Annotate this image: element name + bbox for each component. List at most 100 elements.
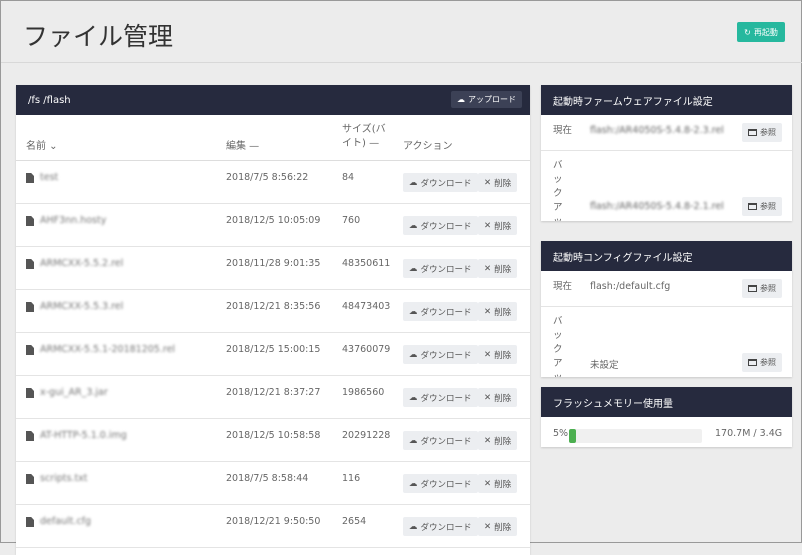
browse-button[interactable]: 参照: [742, 353, 782, 372]
current-path: /fs /flash: [28, 94, 71, 106]
file-size: 48473403: [342, 301, 391, 312]
table-row: default.cfg 2018/12/21 9:50:50 2654 ☁ ダウン…: [16, 505, 530, 548]
file-icon: [26, 431, 34, 441]
delete-button[interactable]: ✕ 削除: [478, 216, 518, 235]
file-modified: 2018/12/5 15:00:15: [226, 344, 321, 355]
sort-modified[interactable]: 編集 —: [226, 141, 260, 152]
download-button[interactable]: ☁ ダウンロード: [403, 345, 478, 364]
cloud-download-icon: ☁: [409, 177, 418, 188]
file-size: 116: [342, 473, 361, 484]
actions-header: アクション: [403, 141, 453, 152]
table-row: x-gui_AR_3.jar 2018/12/21 8:37:27 198656…: [16, 376, 530, 419]
file-name[interactable]: ARMCXX-5.5.2.rel: [40, 258, 124, 269]
file-name[interactable]: ARMCXX-5.5.3.rel: [40, 301, 124, 312]
table-row: ARMCXX-5.5.2.rel 2018/11/28 9:01:35 4835…: [16, 247, 530, 290]
download-button[interactable]: ☁ ダウンロード: [403, 431, 478, 450]
file-icon: [26, 216, 34, 226]
file-modified: 2018/12/5 10:58:58: [226, 430, 321, 441]
table-row: ARMCXX-5.5.1-20181205.rel 2018/12/5 15:0…: [16, 333, 530, 376]
table-header: 名前 ⌄ 編集 — サイズ(バイト) — アクション: [16, 115, 530, 161]
cloud-download-icon: ☁: [409, 521, 418, 532]
download-button[interactable]: ☁ ダウンロード: [403, 216, 478, 235]
file-size: 84: [342, 172, 355, 183]
delete-button[interactable]: ✕ 削除: [478, 302, 518, 321]
folder-icon: [748, 129, 757, 136]
table-row: AHF3nn.hosty 2018/12/5 10:05:09 760 ☁ ダウン…: [16, 204, 530, 247]
cloud-download-icon: ☁: [409, 349, 418, 360]
close-icon: ✕: [484, 435, 492, 446]
file-icon: [26, 345, 34, 355]
upload-button[interactable]: ☁ アップロード: [451, 91, 522, 108]
download-button[interactable]: ☁ ダウンロード: [403, 388, 478, 407]
config-card: 起動時コンフィグファイル設定 現在 flash:/default.cfg 参照 …: [541, 241, 792, 377]
file-size: 48350611: [342, 258, 391, 269]
file-name[interactable]: scripts.txt: [40, 473, 88, 484]
table-row: scripts.txt 2018/7/5 8:58:44 116 ☁ ダウンロード…: [16, 462, 530, 505]
memory-usage: 170.7M / 3.4G: [715, 428, 783, 439]
browse-button[interactable]: 参照: [742, 279, 782, 298]
delete-button[interactable]: ✕ 削除: [478, 431, 518, 450]
file-icon: [26, 388, 34, 398]
header: ファイル管理 ↻ 再起動: [1, 1, 802, 63]
cloud-download-icon: ☁: [409, 306, 418, 317]
cloud-download-icon: ☁: [409, 220, 418, 231]
close-icon: ✕: [484, 349, 492, 360]
delete-button[interactable]: ✕ 削除: [478, 345, 518, 364]
browse-button[interactable]: 参照: [742, 197, 782, 216]
page-title: ファイル管理: [23, 22, 174, 51]
file-list-card: /fs /flash ☁ アップロード 名前 ⌄ 編集 — サイズ(バイト) — …: [16, 85, 530, 555]
restart-icon: ↻: [744, 27, 751, 37]
file-name[interactable]: AT-HTTP-5.1.0.img: [40, 430, 127, 441]
memory-progress-bar: [569, 429, 702, 443]
firmware-card: 起動時ファームウェアファイル設定 現在 flash:/AR4050S-5.4.8…: [541, 85, 792, 221]
table-row: AT-HTTP-5.1.0.img 2018/12/5 10:58:58 202…: [16, 419, 530, 462]
delete-button[interactable]: ✕ 削除: [478, 388, 518, 407]
cloud-download-icon: ☁: [409, 435, 418, 446]
sort-size[interactable]: サイズ(バイト) —: [342, 124, 386, 149]
cloud-upload-icon: ☁: [457, 95, 465, 104]
download-button[interactable]: ☁ ダウンロード: [403, 302, 478, 321]
delete-button[interactable]: ✕ 削除: [478, 173, 518, 192]
file-name[interactable]: x-gui_AR_3.jar: [40, 387, 108, 398]
file-icon: [26, 474, 34, 484]
restart-button[interactable]: ↻ 再起動: [737, 22, 785, 42]
file-name[interactable]: default.cfg: [40, 516, 92, 527]
file-icon: [26, 173, 34, 183]
close-icon: ✕: [484, 521, 492, 532]
sort-name[interactable]: 名前 ⌄: [26, 141, 58, 152]
file-size: 2654: [342, 516, 367, 527]
file-icon: [26, 517, 34, 527]
memory-title: フラッシュメモリー使用量: [541, 387, 792, 417]
firmware-backup: flash:/AR4050S-5.4.8-2.1.rel: [590, 201, 724, 212]
file-size: 760: [342, 215, 361, 226]
download-button[interactable]: ☁ ダウンロード: [403, 474, 478, 493]
file-modified: 2018/12/21 8:37:27: [226, 387, 321, 398]
folder-icon: [748, 203, 757, 210]
table-row: ARMCXX-5.5.3.rel 2018/12/21 8:35:56 4847…: [16, 290, 530, 333]
file-size: 43760079: [342, 344, 391, 355]
download-button[interactable]: ☁ ダウンロード: [403, 173, 478, 192]
file-icon: [26, 259, 34, 269]
download-button[interactable]: ☁ ダウンロード: [403, 259, 478, 278]
file-name[interactable]: AHF3nn.hosty: [40, 215, 107, 226]
close-icon: ✕: [484, 220, 492, 231]
delete-button[interactable]: ✕ 削除: [478, 517, 518, 536]
file-modified: 2018/11/28 9:01:35: [226, 258, 321, 269]
download-button[interactable]: ☁ ダウンロード: [403, 517, 478, 536]
close-icon: ✕: [484, 392, 492, 403]
config-current: flash:/default.cfg: [590, 281, 671, 292]
file-size: 20291228: [342, 430, 391, 441]
file-name[interactable]: test: [40, 172, 59, 183]
config-backup: 未設定: [590, 360, 619, 371]
file-modified: 2018/12/5 10:05:09: [226, 215, 321, 226]
file-modified: 2018/12/21 8:35:56: [226, 301, 321, 312]
delete-button[interactable]: ✕ 削除: [478, 259, 518, 278]
delete-button[interactable]: ✕ 削除: [478, 474, 518, 493]
file-modified: 2018/7/5 8:58:44: [226, 473, 309, 484]
file-modified: 2018/12/21 9:50:50: [226, 516, 321, 527]
file-name[interactable]: ARMCXX-5.5.1-20181205.rel: [40, 344, 176, 355]
close-icon: ✕: [484, 306, 492, 317]
firmware-title: 起動時ファームウェアファイル設定: [541, 85, 792, 115]
browse-button[interactable]: 参照: [742, 123, 782, 142]
table-row: test 2018/7/5 8:56:22 84 ☁ ダウンロード ✕ 削除: [16, 161, 530, 204]
